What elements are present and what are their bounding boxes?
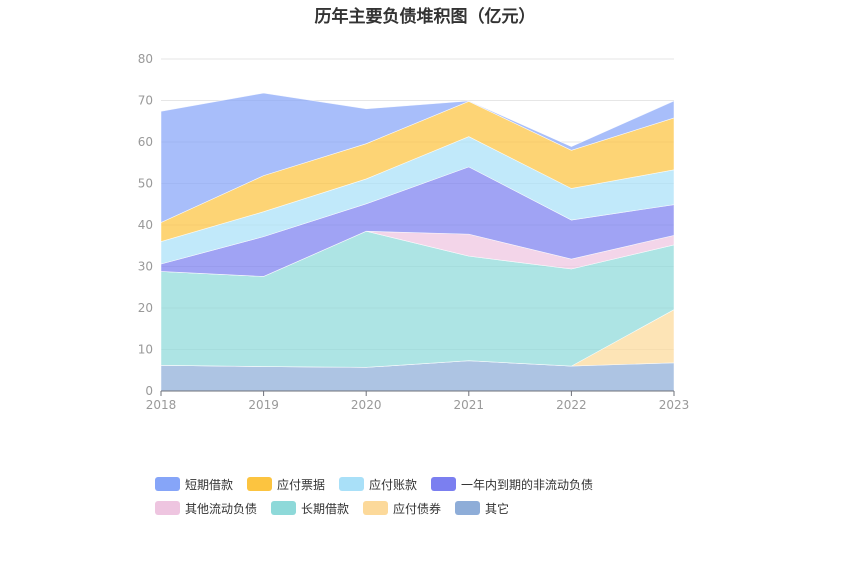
y-tick-label: 70 — [138, 94, 153, 108]
legend: 短期借款 应付票据 应付账款 一年内到期的非流动负债其他流动负债 长期借款 应付债券 其它 — [155, 476, 715, 516]
y-tick-label: 10 — [138, 343, 153, 357]
legend-label: 其它 — [485, 501, 510, 516]
x-tick-label: 2021 — [454, 398, 485, 412]
y-tick-label: 50 — [138, 177, 153, 191]
y-tick-label: 30 — [138, 260, 153, 274]
legend-swatch — [339, 477, 365, 491]
y-tick-label: 20 — [138, 301, 153, 315]
legend-label: 应付票据 — [277, 477, 326, 492]
y-tick-label: 40 — [138, 218, 153, 232]
legend-swatch — [431, 477, 457, 491]
legend-item[interactable]: 应付债券 — [363, 500, 441, 516]
y-tick-label: 60 — [138, 135, 153, 149]
legend-label: 短期借款 — [185, 477, 234, 492]
x-tick-label: 2022 — [556, 398, 587, 412]
legend-label: 长期借款 — [301, 501, 350, 516]
x-tick-label: 2020 — [351, 398, 382, 412]
x-tick-label: 2018 — [146, 398, 177, 412]
legend-swatch — [155, 477, 180, 491]
legend-label: 应付账款 — [369, 477, 418, 492]
legend-label: 其他流动负债 — [185, 501, 258, 516]
legend-item[interactable]: 应付票据 — [247, 476, 325, 492]
legend-label: 一年内到期的非流动负债 — [461, 477, 594, 492]
y-tick-label: 0 — [145, 384, 153, 398]
legend-item[interactable]: 其他流动负债 — [155, 500, 257, 516]
legend-swatch — [247, 477, 273, 491]
y-tick-label: 80 — [138, 52, 153, 66]
area-series — [160, 92, 675, 392]
chart-title: 历年主要负债堆积图（亿元） — [314, 7, 536, 27]
area-series-7[interactable] — [160, 92, 675, 223]
legend-swatch — [155, 501, 180, 515]
legend-item[interactable]: 应付账款 — [339, 476, 417, 492]
legend-swatch — [271, 501, 297, 515]
legend-item[interactable]: 长期借款 — [271, 500, 349, 516]
x-tick-label: 2023 — [659, 398, 690, 412]
legend-item[interactable]: 其它 — [455, 500, 509, 516]
legend-swatch — [455, 501, 481, 515]
legend-label: 应付债券 — [393, 501, 442, 516]
x-tick-label: 2019 — [248, 398, 279, 412]
legend-swatch — [363, 501, 389, 515]
legend-item[interactable]: 一年内到期的非流动负债 — [431, 476, 593, 492]
legend-item[interactable]: 短期借款 — [155, 476, 233, 492]
axes: 0 10 20 30 40 50 60 70 80 2018 2019 2020 2021 2022 202… — [138, 52, 690, 412]
